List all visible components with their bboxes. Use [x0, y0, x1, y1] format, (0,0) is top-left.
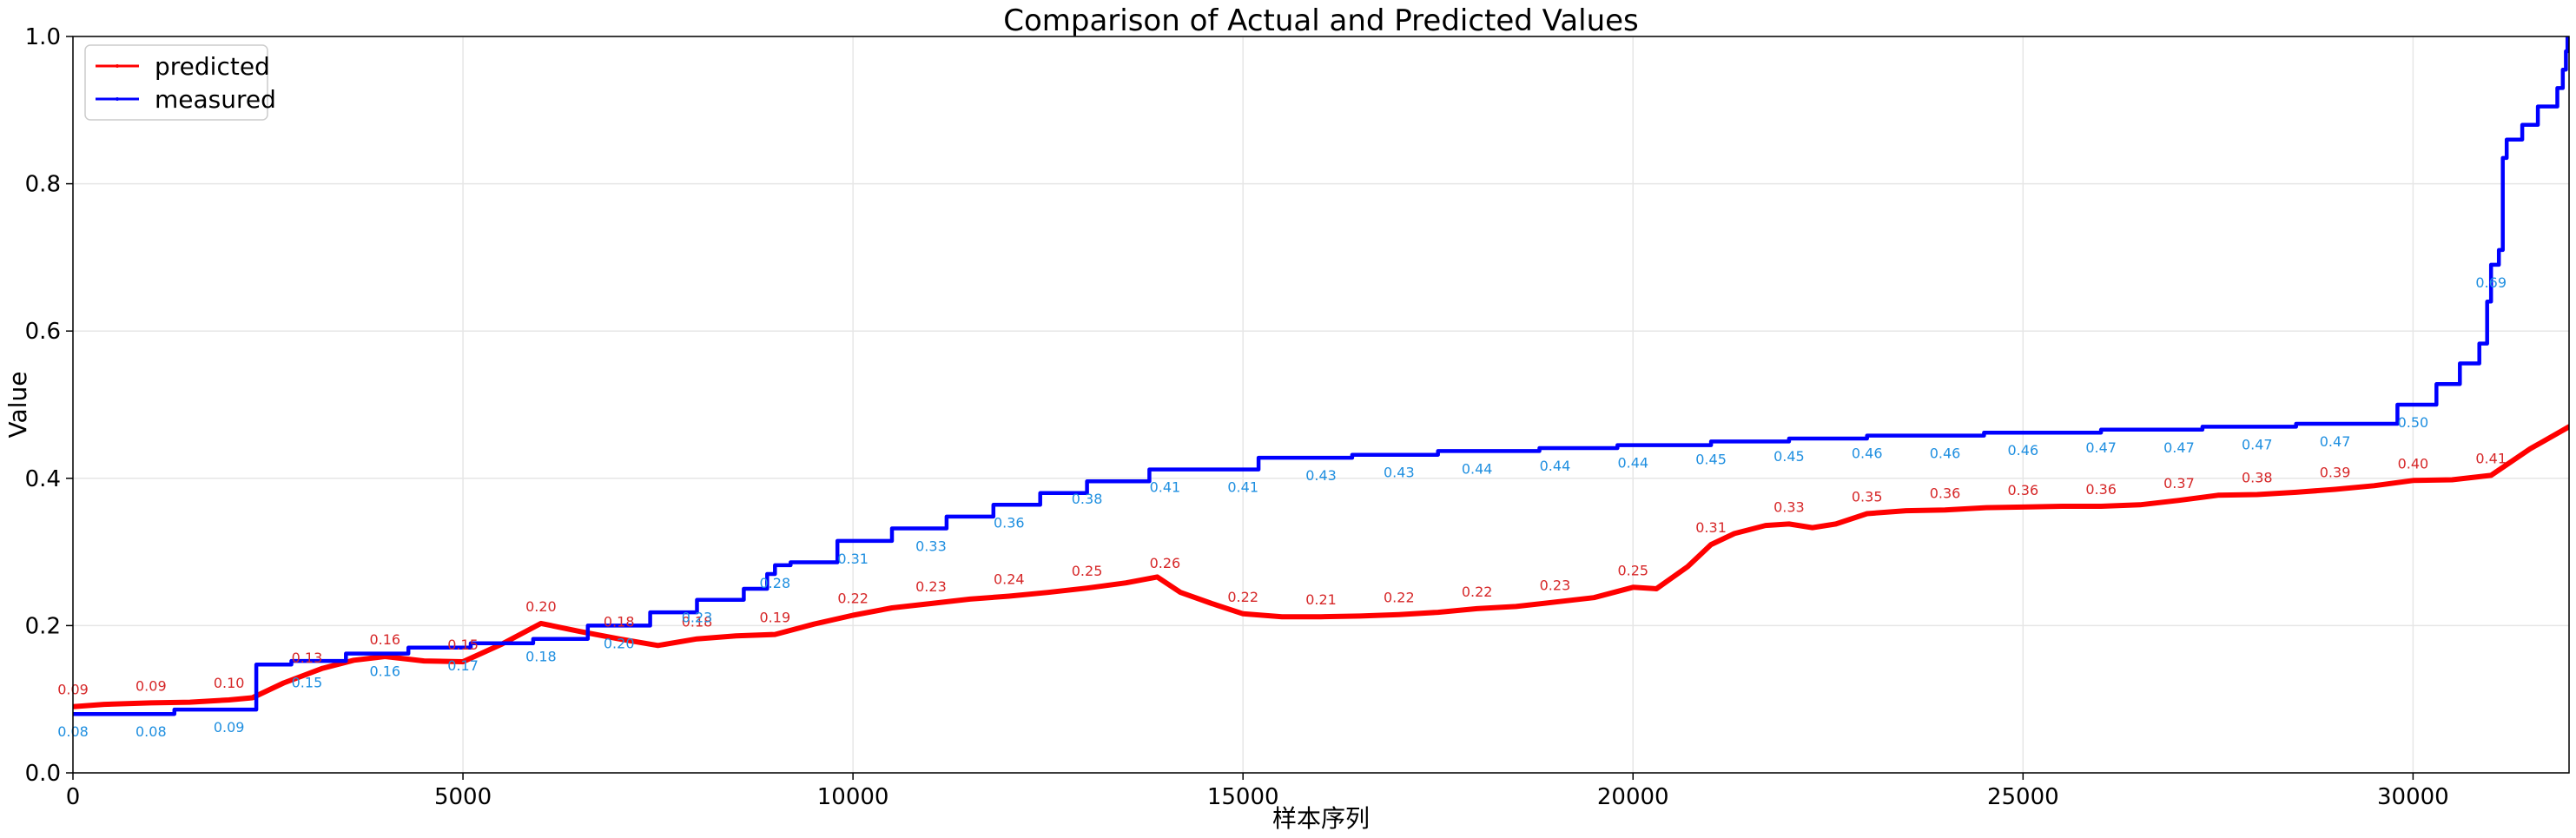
- x-tick-label: 0: [66, 784, 81, 810]
- data-label-predicted: 0.33: [1773, 498, 1805, 515]
- data-label-predicted: 0.36: [2085, 481, 2117, 498]
- y-tick-label: 0.6: [25, 319, 61, 345]
- legend-marker-predicted: [116, 64, 119, 68]
- x-tick-label: 25000: [1987, 784, 2059, 810]
- data-label-measured: 0.16: [369, 663, 400, 680]
- x-axis-title: 样本序列: [1272, 804, 1370, 833]
- data-label-measured: 0.46: [2008, 442, 2039, 459]
- x-tick-label: 20000: [1597, 784, 1669, 810]
- data-labels: 0.09 0.09 0.10 0.13 0.16 0.15 0.20 0.18 0.18 0.19…: [57, 274, 2507, 740]
- data-label-measured: 0.38: [1072, 491, 1103, 507]
- data-label-predicted: 0.40: [2398, 455, 2429, 472]
- data-label-predicted: 0.16: [369, 631, 400, 648]
- data-label-measured: 0.47: [2242, 436, 2273, 452]
- data-label-measured: 0.45: [1773, 448, 1805, 465]
- data-label-measured: 0.17: [447, 657, 479, 674]
- y-tick-label: 0.2: [25, 613, 61, 639]
- data-label-predicted: 0.36: [1930, 485, 1961, 501]
- data-label-measured: 0.28: [760, 575, 791, 591]
- data-label-measured: 0.41: [1150, 479, 1181, 496]
- x-tick-label: 15000: [1207, 784, 1279, 810]
- data-label-measured: 0.33: [915, 538, 947, 554]
- data-label-predicted: 0.36: [2008, 482, 2039, 498]
- x-tick-label: 10000: [817, 784, 889, 810]
- data-label-predicted: 0.25: [1617, 562, 1648, 578]
- data-label-measured: 0.44: [1617, 455, 1648, 472]
- data-label-measured: 0.41: [1227, 479, 1258, 496]
- data-label-measured: 0.46: [1852, 445, 1883, 462]
- data-label-predicted: 0.41: [2475, 450, 2507, 466]
- data-label-predicted: 0.22: [1462, 584, 1493, 600]
- data-label-predicted: 0.20: [525, 598, 557, 615]
- data-label-measured: 0.44: [1462, 460, 1493, 477]
- data-label-measured: 0.31: [837, 551, 869, 567]
- data-label-predicted: 0.18: [682, 614, 713, 630]
- y-axis-title: Value: [3, 372, 32, 439]
- data-label-measured: 0.23: [682, 610, 713, 626]
- data-label-predicted: 0.35: [1852, 489, 1883, 505]
- data-label-predicted: 0.19: [760, 610, 791, 626]
- data-label-predicted: 0.22: [1227, 589, 1258, 605]
- data-label-measured: 0.44: [1540, 458, 1571, 474]
- y-tick-label: 0.4: [25, 466, 61, 492]
- data-label-measured: 0.46: [1930, 445, 1961, 462]
- data-label-measured: 0.47: [2163, 439, 2195, 456]
- data-label-measured: 0.47: [2085, 439, 2117, 456]
- data-label-predicted: 0.15: [447, 637, 479, 653]
- series-line-measured: [73, 36, 2569, 716]
- x-axis: 0 5000 10000 15000 20000 25000 30000: [66, 773, 2449, 810]
- legend-label-predicted: predicted: [155, 52, 270, 81]
- data-label-predicted: 0.39: [2320, 465, 2351, 481]
- legend-box: [84, 44, 268, 121]
- data-label-predicted: 0.18: [604, 614, 635, 630]
- y-axis: 0.0 0.2 0.4 0.6 0.8 1.0: [25, 24, 73, 787]
- data-label-predicted: 0.38: [2242, 469, 2273, 485]
- data-label-measured: 0.09: [214, 719, 245, 736]
- y-tick-label: 1.0: [25, 24, 61, 50]
- data-label-predicted: 0.31: [1695, 519, 1727, 536]
- series-line-predicted: [73, 424, 2569, 709]
- legend: predicted measured: [84, 44, 276, 121]
- data-label-measured: 0.43: [1305, 467, 1337, 484]
- data-label-measured: 0.50: [2398, 414, 2429, 431]
- series-layer: [73, 36, 2569, 716]
- data-label-predicted: 0.23: [915, 578, 947, 595]
- data-label-predicted: 0.10: [214, 675, 245, 691]
- y-tick-label: 0.8: [25, 172, 61, 198]
- plot-frame: [72, 36, 2570, 774]
- data-label-predicted: 0.22: [837, 591, 869, 607]
- legend-marker-measured: [116, 97, 119, 101]
- data-label-measured: 0.43: [1384, 465, 1415, 481]
- data-label-measured: 0.47: [2320, 433, 2351, 450]
- data-label-measured: 0.36: [994, 514, 1025, 531]
- data-label-predicted: 0.25: [1072, 563, 1103, 579]
- data-label-measured: 0.08: [135, 723, 167, 740]
- data-label-measured: 0.69: [2475, 274, 2507, 291]
- y-tick-label: 0.0: [25, 761, 61, 787]
- data-label-predicted: 0.26: [1150, 555, 1181, 571]
- x-tick-label: 30000: [2377, 784, 2449, 810]
- x-tick-label: 5000: [434, 784, 492, 810]
- data-label-measured: 0.45: [1695, 451, 1727, 467]
- data-label-predicted: 0.24: [994, 571, 1025, 587]
- data-label-predicted: 0.13: [292, 650, 323, 666]
- data-label-predicted: 0.37: [2163, 475, 2195, 492]
- data-label-measured: 0.18: [525, 649, 557, 665]
- data-label-measured: 0.15: [292, 674, 323, 690]
- data-label-measured: 0.20: [604, 635, 635, 651]
- data-label-predicted: 0.09: [135, 677, 167, 694]
- data-label-predicted: 0.23: [1540, 577, 1571, 593]
- data-label-predicted: 0.21: [1305, 591, 1337, 608]
- chart-title: Comparison of Actual and Predicted Value…: [1003, 3, 1639, 38]
- data-label-predicted: 0.22: [1384, 590, 1415, 606]
- legend-label-measured: measured: [155, 85, 276, 114]
